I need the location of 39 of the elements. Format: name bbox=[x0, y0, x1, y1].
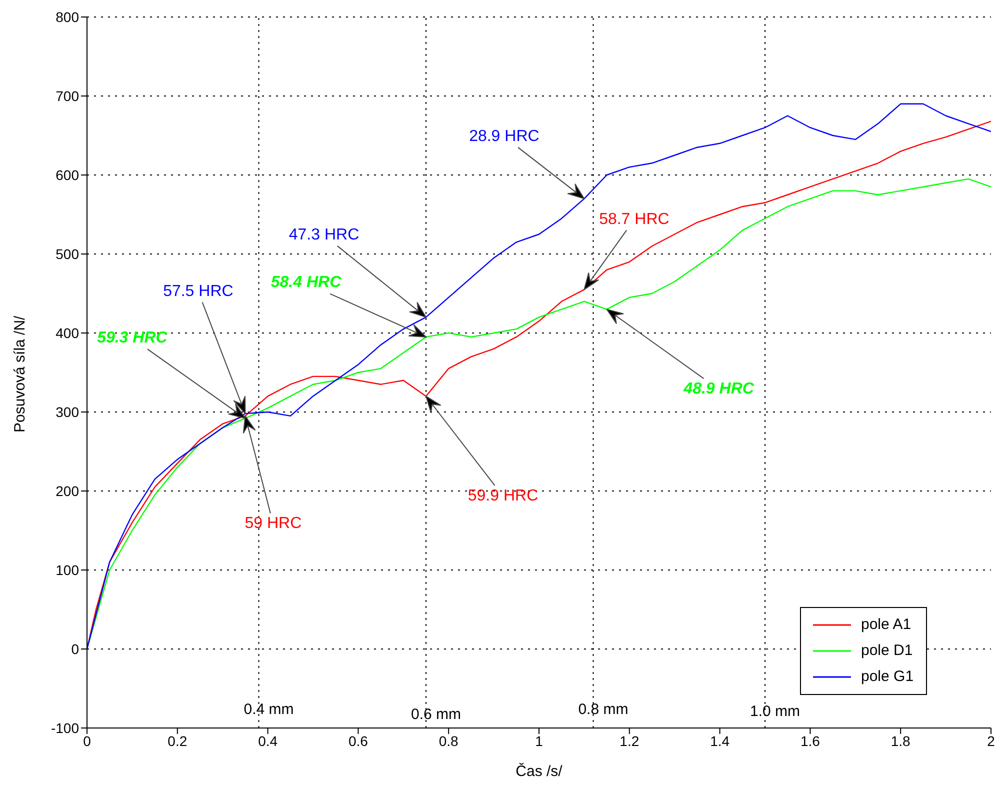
x-tick-label: 0.2 bbox=[168, 732, 188, 749]
annotation: 59 HRC bbox=[244, 515, 302, 532]
ref-line-label: 1.0 mm bbox=[750, 703, 800, 720]
annotation: 58.4 HRC bbox=[270, 274, 342, 292]
ref-line-label: 0.8 mm bbox=[578, 701, 628, 718]
annotation: 28.9 HRC bbox=[469, 128, 540, 145]
x-tick-label: 2 bbox=[987, 732, 996, 749]
y-tick-label: 700 bbox=[56, 88, 80, 104]
x-tick-label: 1.2 bbox=[620, 732, 640, 749]
y-tick-label: -100 bbox=[50, 720, 80, 736]
x-axis-title: Čas /s/ bbox=[516, 762, 564, 780]
y-axis-title: Posuvová síla /N/ bbox=[11, 314, 28, 432]
y-tick-label: 0 bbox=[71, 640, 80, 657]
x-tick-label: 1.6 bbox=[800, 732, 820, 749]
x-tick-label: 1.8 bbox=[890, 732, 911, 749]
x-tick-label: 0.8 bbox=[438, 732, 459, 749]
x-tick-label: 0.4 bbox=[258, 732, 278, 749]
y-tick-label: 300 bbox=[56, 404, 80, 420]
x-tick-label: 0 bbox=[83, 732, 92, 749]
x-tick-label: 1.4 bbox=[710, 732, 730, 749]
y-tick-label: 200 bbox=[56, 482, 80, 499]
x-tick-label: 1 bbox=[535, 732, 544, 749]
annotation: 59.3 HRC bbox=[97, 330, 168, 347]
annotation: 57.5 HRC bbox=[163, 282, 234, 300]
y-tick-label: 400 bbox=[56, 324, 80, 341]
y-tick-label: 800 bbox=[56, 8, 80, 25]
y-tick-label: 100 bbox=[56, 562, 80, 578]
annotation: 58.7 HRC bbox=[599, 210, 670, 228]
x-tick-label: 0.6 bbox=[348, 732, 368, 749]
legend-label: pole D1 bbox=[861, 641, 913, 661]
ref-line-label: 0.4 mm bbox=[244, 701, 294, 718]
annotation: 48.9 HRC bbox=[682, 380, 754, 398]
y-tick-label: 600 bbox=[56, 166, 80, 183]
annotation: 47.3 HRC bbox=[288, 226, 360, 244]
y-tick-label: 500 bbox=[56, 246, 80, 262]
legend-label: pole A1 bbox=[861, 615, 912, 635]
legend-label: pole G1 bbox=[861, 667, 914, 687]
annotation: 59.9 HRC bbox=[468, 487, 538, 504]
ref-line-label: 0.6 mm bbox=[410, 706, 462, 723]
